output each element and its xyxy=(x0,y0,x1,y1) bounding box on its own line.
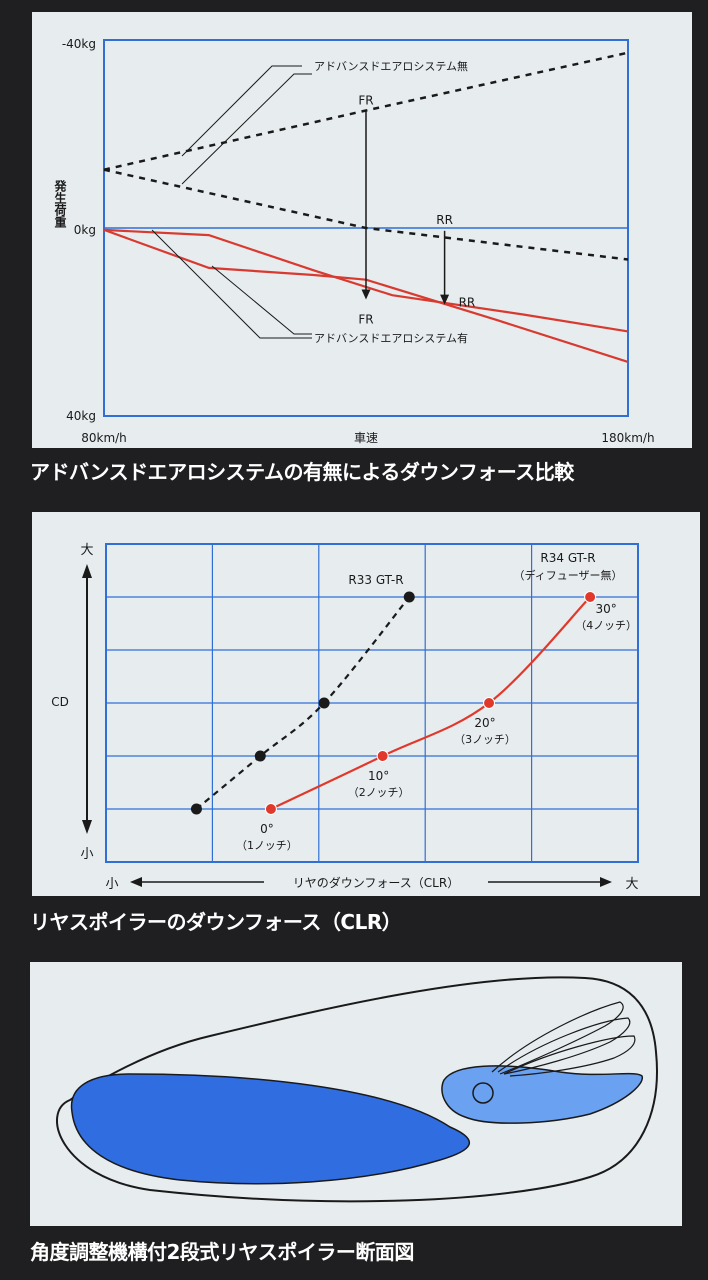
point-notch-label-3: （4ノッチ） xyxy=(575,619,637,632)
point-notch-label-0: （1ノッチ） xyxy=(236,839,298,852)
series-1-point-0 xyxy=(264,803,277,815)
clr-axis-label: リヤのダウンフォース（CLR） xyxy=(293,875,459,890)
wing-angle-positions xyxy=(491,1001,636,1077)
series-0-point-2 xyxy=(318,697,330,709)
downforce-comparison-chart: -40kg 0kg 40kg 80km/h 180km/h 車速 発生荷重 アド… xyxy=(32,12,692,448)
fr-label-top: FR xyxy=(358,94,373,108)
point-angle-label-1: 10° xyxy=(368,769,389,783)
caption-rear-spoiler: リヤスポイラーのダウンフォース（CLR） xyxy=(30,910,402,934)
y-tick-zero: 0kg xyxy=(74,223,96,237)
series-line-0 xyxy=(195,596,411,810)
series-label-r33: R33 GT-R xyxy=(348,573,403,587)
series-1-point-2 xyxy=(483,697,496,709)
clr-end-small: 小 xyxy=(105,877,118,892)
point-notch-label-2: （3ノッチ） xyxy=(454,733,516,746)
spoiler-outline xyxy=(56,976,658,1203)
spoiler-cross-section-diagram xyxy=(30,962,682,1226)
rr-label-bottom: RR xyxy=(459,296,476,310)
wing-pivot xyxy=(472,1082,494,1104)
cd-axis-label: CD xyxy=(51,695,69,709)
fr-label-bottom: FR xyxy=(358,312,373,326)
caption-cross-section: 角度調整機構付2段式リヤスポイラー断面図 xyxy=(30,1240,414,1264)
x-tick-start: 80km/h xyxy=(81,431,127,445)
series-0-point-1 xyxy=(254,750,266,762)
cd-end-small: 小 xyxy=(80,847,93,862)
arrow-head-fr xyxy=(361,289,371,300)
clr-end-large: 大 xyxy=(625,877,638,892)
rr-label-top: RR xyxy=(436,213,453,227)
y-tick-top: -40kg xyxy=(62,37,96,51)
x-axis-label: 車速 xyxy=(354,431,378,445)
y-axis-label: 発生荷重 xyxy=(53,179,67,228)
leader-with-1 xyxy=(151,229,312,339)
series-note-r34: （ディフューザー無） xyxy=(513,568,622,582)
caption-downforce-comparison: アドバンスドエアロシステムの有無によるダウンフォース比較 xyxy=(30,460,574,484)
series-label-r34: R34 GT-R xyxy=(540,551,595,565)
label-without: アドバンスドエアロシステム無 xyxy=(314,59,468,73)
point-angle-label-3: 30° xyxy=(595,602,616,616)
series-1-point-3 xyxy=(584,591,597,603)
series-0-point-0 xyxy=(190,803,202,815)
series-with-rr xyxy=(103,228,629,333)
cross-section-svg xyxy=(56,976,658,1203)
series-line-1 xyxy=(270,596,591,810)
cd-arrow-down xyxy=(82,820,92,834)
series-1-point-1 xyxy=(376,750,389,762)
spoiler-wing xyxy=(441,1065,643,1124)
leader-without-2 xyxy=(181,73,312,185)
leader-without-1 xyxy=(181,65,302,157)
arrow-head-rr xyxy=(440,294,450,305)
downforce-chart-svg: -40kg 0kg 40kg 80km/h 180km/h 車速 発生荷重 アド… xyxy=(53,37,655,445)
point-notch-label-1: （2ノッチ） xyxy=(348,786,410,799)
cd-arrow-up xyxy=(82,564,92,578)
point-angle-label-2: 20° xyxy=(474,716,495,730)
spoiler-body xyxy=(70,1073,471,1185)
clr-arrow-right xyxy=(600,877,612,887)
x-tick-end: 180km/h xyxy=(601,431,654,445)
leader-with-2 xyxy=(211,265,312,335)
label-with: アドバンスドエアロシステム有 xyxy=(314,331,468,345)
rear-spoiler-clr-chart: 0° （1ノッチ） 10° （2ノッチ） 20° （3ノッチ） 30° （4ノッチ） 大 小 … xyxy=(32,512,700,896)
clr-chart-svg: 0°（1ノッチ）10°（2ノッチ）20°（3ノッチ）30°（4ノッチ） 大 小 … xyxy=(51,543,639,892)
series-0-point-3 xyxy=(403,591,415,603)
clr-arrow-left xyxy=(130,877,142,887)
series-with-fr xyxy=(103,228,629,363)
y-tick-bottom: 40kg xyxy=(66,409,96,423)
point-angle-label-0: 0° xyxy=(260,822,274,836)
cd-end-large: 大 xyxy=(80,543,93,558)
